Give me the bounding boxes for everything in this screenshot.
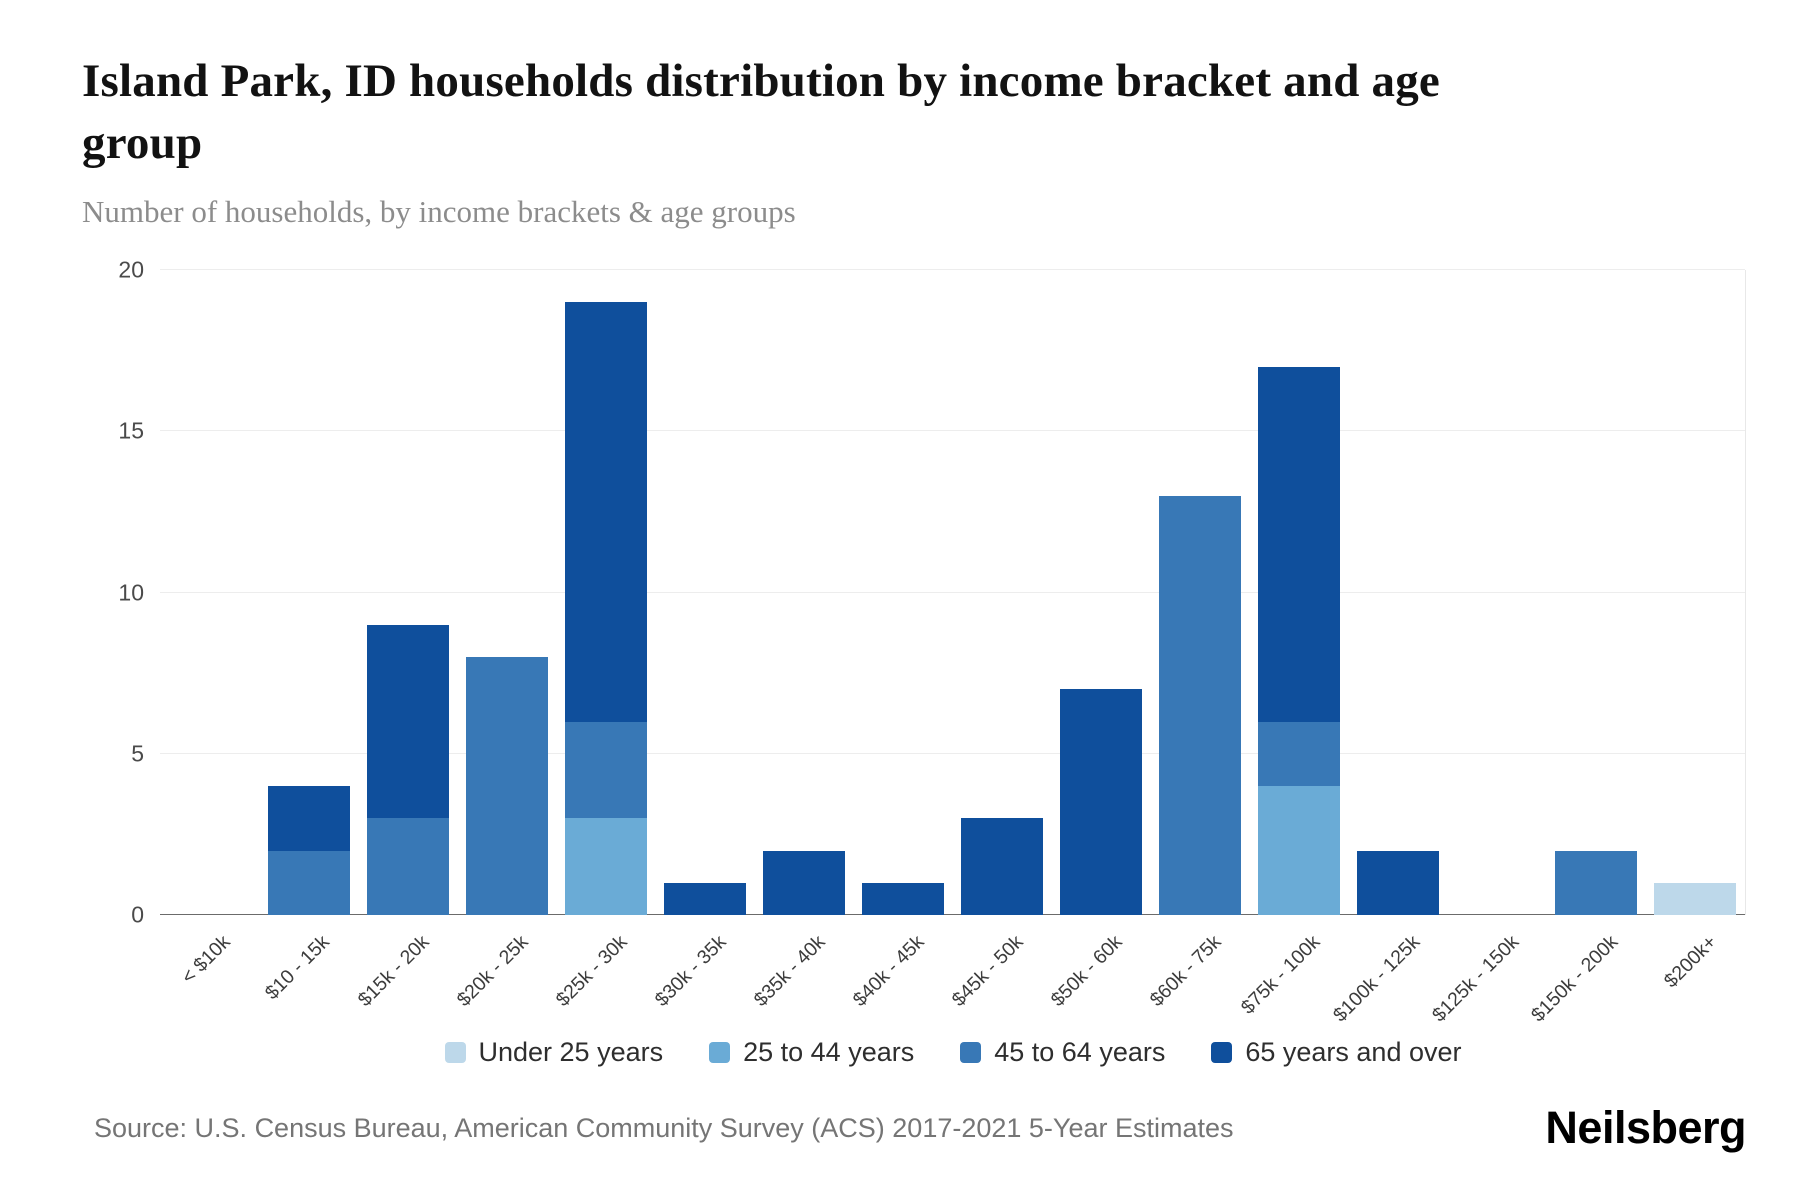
legend-label: 65 years and over [1245, 1037, 1462, 1068]
x-axis-line: 0 [131, 902, 1745, 928]
bar-column: $30k - 35k [650, 270, 754, 1011]
bar-segment [961, 818, 1044, 916]
x-axis-label: < $10k [177, 931, 236, 989]
bar-segment [366, 818, 449, 916]
bar-column: $35k - 40k [750, 270, 853, 1011]
gridline: 10 [118, 579, 1745, 605]
neilsberg-logo: Neilsberg [1545, 1102, 1746, 1154]
bar-column: $25k - 30k [551, 270, 655, 1011]
legend: Under 25 years 25 to 44 years 45 to 64 yea… [160, 1037, 1746, 1068]
bar-segment [1357, 850, 1440, 916]
stacked-bar [1654, 270, 1737, 916]
bar-segment [366, 624, 449, 819]
bar-segment [762, 850, 845, 916]
x-axis-label: $60k - 75k [1145, 931, 1226, 1012]
x-axis-label: $35k - 40k [749, 931, 830, 1012]
stacked-bar [1456, 270, 1538, 915]
legend-swatch [709, 1042, 731, 1064]
bar-segment [1060, 689, 1143, 916]
legend-item: 45 to 64 years [960, 1037, 1165, 1068]
x-axis-label: $150k - 200k [1526, 931, 1622, 1027]
bar-segment [267, 786, 350, 851]
bar-segment [267, 850, 350, 916]
stacked-bar [564, 270, 647, 916]
x-axis-label: $75k - 100k [1237, 931, 1325, 1019]
bars-container: < $10k $10 - 15k $15k - 20k $20k - 25k $25k … [160, 270, 1745, 1026]
x-axis-label: $100k - 125k [1328, 931, 1424, 1027]
bar-column: $40k - 45k [849, 270, 952, 1011]
x-axis-label: $40k - 45k [848, 931, 929, 1012]
legend-label: 45 to 64 years [994, 1037, 1166, 1068]
plot-area: 0 5 10 15 20 < $10k $10 - 15k $15k - 20k $20k - … [118, 257, 1746, 1026]
chart-subtitle: Number of households, by income brackets… [82, 194, 796, 230]
legend-swatch [444, 1042, 466, 1064]
x-axis-label: $200k+ [1659, 931, 1722, 993]
bar-segment [1159, 495, 1242, 916]
legend-label: 25 to 44 years [743, 1037, 915, 1068]
stacked-bar [1258, 270, 1341, 916]
bar-segment [564, 721, 647, 819]
legend-swatch [1211, 1042, 1233, 1064]
bar-column: $200k+ [1646, 270, 1745, 992]
legend-label: Under 25 years [478, 1037, 664, 1068]
legend-item: 65 years and over [1211, 1037, 1462, 1068]
y-axis-label: 10 [118, 579, 144, 606]
y-axis-label: 15 [118, 417, 144, 444]
gridline: 5 [131, 740, 1745, 766]
stacked-bar [1555, 270, 1638, 916]
bar-segment [663, 882, 746, 916]
stacked-bar [1159, 270, 1242, 916]
stacked-bar [762, 270, 845, 916]
gridline: 15 [118, 418, 1745, 444]
bar-column: $10 - 15k [259, 270, 358, 1004]
footer: Source: U.S. Census Bureau, American Com… [94, 1102, 1746, 1154]
x-axis-label: $20k - 25k [452, 931, 533, 1012]
stacked-bar [961, 270, 1044, 916]
stacked-bar [366, 270, 449, 916]
bar-column: $45k - 50k [948, 270, 1052, 1011]
bar-segment [1555, 850, 1638, 916]
source-text: Source: U.S. Census Bureau, American Com… [94, 1112, 1234, 1143]
stacked-bar [663, 270, 746, 916]
stacked-bar [861, 270, 944, 916]
x-axis-label: $30k - 35k [650, 931, 731, 1012]
x-axis-label: $25k - 30k [551, 931, 632, 1012]
y-axis-label: 5 [131, 740, 144, 767]
legend-swatch [960, 1042, 982, 1064]
bar-column: $100k - 125k [1329, 270, 1448, 1026]
x-axis-label: $45k - 50k [947, 931, 1028, 1012]
bar-column: $60k - 75k [1146, 270, 1250, 1011]
legend-item: Under 25 years [444, 1037, 664, 1068]
bar-segment [1258, 366, 1341, 722]
gridline: 20 [118, 257, 1745, 283]
bar-segment [1654, 882, 1737, 916]
bar-segment [1258, 721, 1341, 787]
bar-column: $125k - 150k [1428, 270, 1547, 1026]
x-axis-label: $50k - 60k [1046, 931, 1127, 1012]
bar-column: $75k - 100k [1237, 270, 1349, 1019]
y-axis-label: 20 [118, 256, 144, 283]
legend-item: 25 to 44 years [709, 1037, 914, 1068]
bar-column: $15k - 20k [353, 270, 457, 1011]
bar-column: $150k - 200k [1527, 270, 1646, 1026]
bar-segment [465, 657, 548, 916]
stacked-bar [465, 270, 548, 916]
y-axis-label: 0 [131, 901, 144, 928]
bar-segment [564, 818, 647, 916]
bar-column: $20k - 25k [452, 270, 556, 1011]
x-axis-label: $10 - 15k [261, 931, 335, 1005]
bar-segment [564, 302, 647, 722]
chart-title: Island Park, ID households distribution … [82, 55, 1440, 170]
bar-column: < $10k [160, 270, 259, 988]
stacked-bar [169, 270, 251, 915]
x-axis-label: $15k - 20k [353, 931, 434, 1012]
bar-segment [1258, 786, 1341, 916]
stacked-bar [1060, 270, 1143, 916]
bar-segment [861, 882, 944, 916]
bar-column: $50k - 60k [1047, 270, 1151, 1011]
stacked-bar [267, 270, 350, 916]
stacked-bar [1357, 270, 1440, 916]
x-axis-label: $125k - 150k [1427, 931, 1523, 1027]
